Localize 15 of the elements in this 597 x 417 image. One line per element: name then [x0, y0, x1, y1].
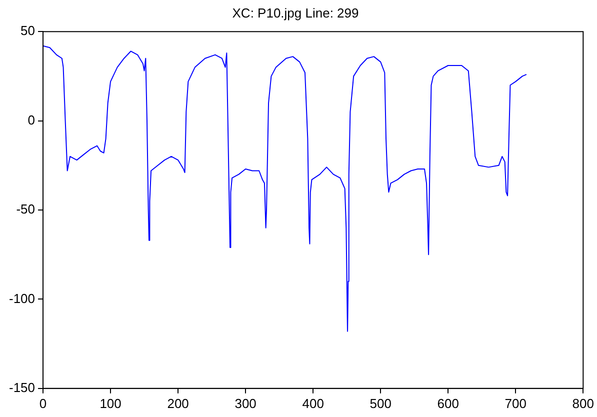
x-tick-label: 0	[39, 396, 47, 411]
y-tick-label: -50	[16, 202, 36, 217]
x-tick-label: 100	[100, 396, 122, 411]
x-tick-label: 600	[437, 396, 459, 411]
x-tick-label: 400	[302, 396, 324, 411]
x-tick-label: 700	[504, 396, 526, 411]
x-tick-label: 500	[370, 396, 392, 411]
chart-title: XC: P10.jpg Line: 299	[232, 5, 359, 20]
x-tick-label: 300	[234, 396, 256, 411]
y-tick-label: 50	[20, 23, 36, 38]
y-tick-label: 0	[28, 112, 36, 128]
x-tick-label: 800	[572, 396, 594, 411]
x-tick-label: 200	[167, 396, 189, 411]
y-tick-label: -100	[8, 290, 36, 306]
y-tick-label: -150	[8, 380, 36, 395]
